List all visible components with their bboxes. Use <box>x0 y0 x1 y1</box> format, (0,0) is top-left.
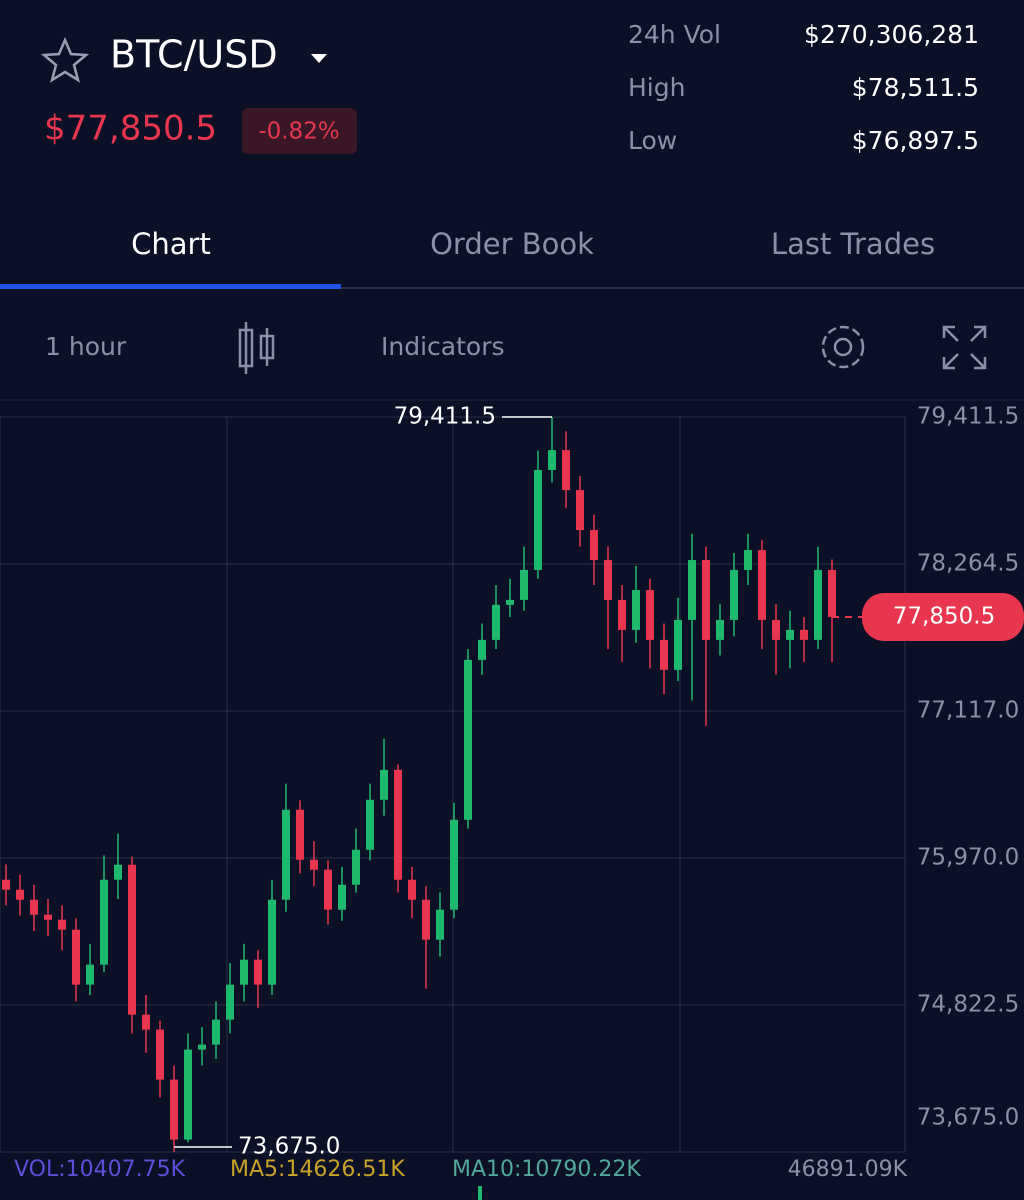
candle-body <box>100 879 108 965</box>
candle-body <box>240 959 248 985</box>
tab[interactable]: Order Book <box>430 227 594 261</box>
stat-value: $76,897.5 <box>852 126 979 155</box>
candle-body <box>198 1044 206 1050</box>
stat-label: Low <box>628 126 677 155</box>
candle-body <box>254 959 262 985</box>
candle-body <box>352 849 360 885</box>
volume-label: VOL:10407.75K <box>14 1157 186 1182</box>
candle-body <box>310 859 318 870</box>
candle-body <box>366 799 374 850</box>
candle-body <box>632 590 640 630</box>
y-tick-label: 74,822.5 <box>917 991 1019 1017</box>
stat-value: $78,511.5 <box>852 73 979 102</box>
candle-body <box>828 569 836 618</box>
candle-body <box>142 1014 150 1030</box>
candle-body <box>618 599 626 630</box>
y-tick-label: 75,970.0 <box>917 844 1019 870</box>
candle-body <box>534 469 542 570</box>
indicators[interactable]: Indicators <box>381 332 505 361</box>
candle-body <box>408 879 416 900</box>
candle-body <box>506 599 514 605</box>
y-tick-label: 79,411.5 <box>917 404 1019 430</box>
change: -0.82% <box>258 119 339 145</box>
candle-body <box>492 604 500 640</box>
y-tick-label: 73,675.0 <box>917 1105 1019 1131</box>
candle-body <box>86 964 94 985</box>
y-tick-label: 78,264.5 <box>917 550 1019 576</box>
candle-body <box>786 629 794 640</box>
candle-body <box>450 819 458 910</box>
candle-body <box>72 929 80 985</box>
candle-body <box>338 884 346 910</box>
candle-body <box>128 864 136 1015</box>
candle-body <box>478 639 486 660</box>
candle-body <box>688 560 696 620</box>
volume-bar-edge <box>478 1186 482 1200</box>
candle-body <box>324 869 332 910</box>
candle-body <box>576 490 584 531</box>
interval[interactable]: 1 hour <box>45 332 127 361</box>
candle-body <box>380 769 388 800</box>
tab-indicator <box>0 284 341 289</box>
candle-body <box>660 639 668 670</box>
candle-body <box>16 889 24 900</box>
candle-body <box>562 450 570 491</box>
candle-body <box>800 629 808 640</box>
candle-body <box>184 1049 192 1140</box>
candle-body <box>814 569 822 640</box>
max-marker-label: 79,411.5 <box>394 404 496 430</box>
candle-body <box>2 879 10 890</box>
candle-body <box>702 560 710 640</box>
chart: 79,411.5 78,264.5 77,117.0 75,970.0 74,822.5… <box>0 404 1024 1200</box>
candle-body <box>464 659 472 820</box>
candle-body <box>296 809 304 860</box>
candle-body <box>772 619 780 640</box>
tab[interactable]: Last Trades <box>771 227 935 261</box>
stat-value: $270,306,281 <box>804 20 979 49</box>
candle-body <box>226 984 234 1020</box>
candle-body <box>730 569 738 620</box>
change-badge <box>242 108 357 154</box>
candle-body <box>30 899 38 915</box>
candle-body <box>212 1019 220 1045</box>
candle-body <box>520 569 528 600</box>
candle-body <box>436 909 444 940</box>
candle-body <box>268 899 276 985</box>
volume-label: 46891.09K <box>788 1157 908 1182</box>
favorite-star[interactable] <box>40 36 90 83</box>
volume-label: MA5:14626.51K <box>230 1157 405 1182</box>
candle-body <box>282 809 290 900</box>
candle-body <box>744 550 752 570</box>
candle-body <box>394 769 402 880</box>
candle-body <box>170 1079 178 1140</box>
candle-body <box>114 864 122 880</box>
candle-body <box>156 1029 164 1080</box>
candle-body <box>58 919 66 930</box>
candle-body <box>422 899 430 940</box>
last-price-label: 77,850.5 <box>893 604 995 630</box>
settings-icon[interactable] <box>821 325 865 369</box>
candle-body <box>44 914 52 920</box>
volume-label: MA10:10790.22K <box>452 1157 641 1182</box>
chart-type-icon[interactable] <box>238 322 275 374</box>
stat-label: 24h Vol <box>628 20 721 49</box>
tab[interactable]: Chart <box>131 227 211 261</box>
price: $77,850.5 <box>44 109 217 149</box>
pair-title[interactable]: BTC/USD <box>110 33 278 77</box>
candle-body <box>604 560 612 600</box>
candle-body <box>758 550 766 620</box>
candle-body <box>674 619 682 670</box>
candle-body <box>646 590 654 640</box>
candle-body <box>716 619 724 640</box>
candle-body <box>548 450 556 470</box>
y-tick-label: 77,117.0 <box>917 697 1019 723</box>
min-marker-label: 73,675.0 <box>238 1134 340 1160</box>
pair-dropdown[interactable] <box>311 54 327 63</box>
fullscreen-icon[interactable] <box>942 325 987 370</box>
candle-body <box>590 530 598 561</box>
last-price-badge <box>862 593 1024 642</box>
stat-label: High <box>628 73 685 102</box>
